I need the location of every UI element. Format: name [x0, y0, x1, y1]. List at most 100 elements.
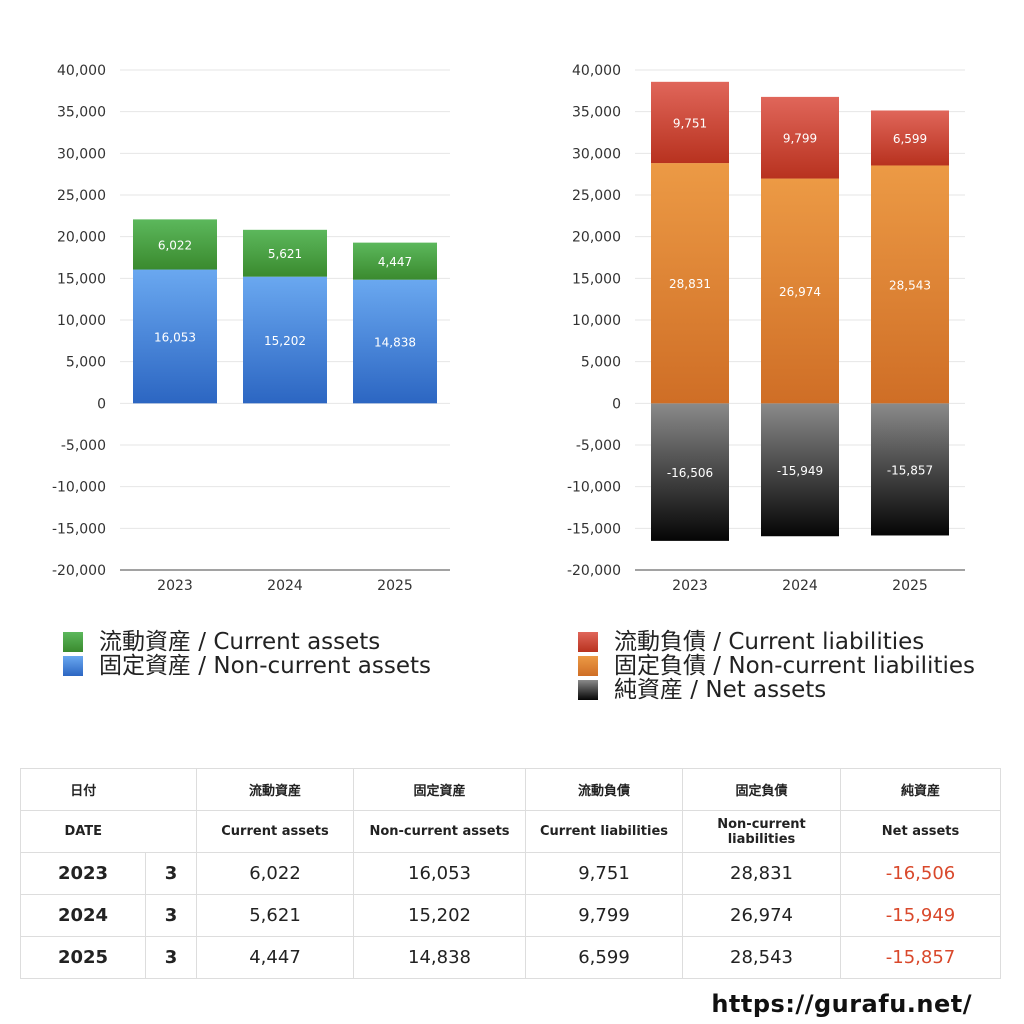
legend-item-current-assets: 流動資産 / Current assets	[63, 630, 431, 654]
cell-non-current-assets: 15,202	[353, 894, 526, 937]
header-current-assets-en: Current assets	[196, 810, 354, 853]
bar-value-label: 6,022	[158, 238, 192, 252]
x-tick-label: 2023	[672, 578, 708, 594]
cell-current-assets: 6,022	[196, 852, 354, 895]
legend-swatch-current-assets	[63, 632, 83, 652]
y-tick-label: 15,000	[572, 271, 621, 287]
y-tick-label: -5,000	[61, 438, 106, 454]
legend-liabilities: 流動負債 / Current liabilities 固定負債 / Non-cu…	[578, 630, 975, 702]
bar-segment	[871, 110, 949, 166]
y-tick-label: -20,000	[567, 563, 621, 579]
header-current-liabilities-jp: 流動負債	[525, 768, 683, 811]
y-tick-label: 35,000	[572, 105, 621, 121]
bar-segment	[761, 403, 839, 537]
legend-label: 純資産 / Net assets	[614, 677, 827, 703]
y-tick-label: 40,000	[572, 63, 621, 79]
row-year: 2023	[20, 852, 146, 895]
bar-value-label: -15,949	[777, 464, 823, 478]
y-tick-label: -15,000	[52, 521, 106, 537]
y-tick-label: 0	[612, 396, 621, 412]
bar-value-label: 4,447	[378, 255, 412, 269]
legend-item-non-current-liabilities: 固定負債 / Non-current liabilities	[578, 654, 975, 678]
bar-segment	[243, 276, 327, 404]
assets-chart: 40,000 35,000 30,000 25,000 20,000 15,000 10,0…	[52, 63, 450, 594]
legend-label: 固定資産 / Non-current assets	[99, 653, 432, 679]
bar-segment	[871, 165, 949, 404]
bar-segment	[651, 403, 729, 541]
y-tick-label: 10,000	[572, 313, 621, 329]
cell-current-liabilities: 9,751	[525, 852, 683, 895]
header-non-current-assets-jp: 固定資産	[353, 768, 526, 811]
header-non-current-assets-en: Non-current assets	[353, 810, 526, 853]
bar-segment	[651, 163, 729, 404]
y-tick-label: -10,000	[567, 480, 621, 496]
charts-canvas: 40,000 35,000 30,000 25,000 20,000 15,000 10,0…	[52, 63, 965, 594]
cell-current-liabilities: 6,599	[525, 936, 683, 979]
y-tick-label: -15,000	[567, 521, 621, 537]
cell-current-assets: 5,621	[196, 894, 354, 937]
y-tick-label: -20,000	[52, 563, 106, 579]
y-tick-label: 5,000	[66, 355, 106, 371]
y-tick-label: 25,000	[57, 188, 106, 204]
data-table: 日付 流動資産 固定資産 流動負債 固定負債 純資産 DATE Current …	[20, 768, 1001, 979]
cell-non-current-assets: 16,053	[353, 852, 526, 895]
bar-value-label: 6,599	[893, 132, 927, 146]
bar-segment	[761, 96, 839, 179]
header-non-current-liabilities-jp: 固定負債	[682, 768, 841, 811]
y-tick-label: 5,000	[581, 355, 621, 371]
bar-segment	[761, 178, 839, 404]
x-tick-label: 2025	[377, 578, 413, 594]
header-empty	[145, 768, 197, 811]
bar-segment	[243, 229, 327, 277]
y-tick-label: 10,000	[57, 313, 106, 329]
cell-non-current-assets: 14,838	[353, 936, 526, 979]
bar-value-label: 14,838	[374, 336, 416, 350]
cell-non-current-liabilities: 28,543	[682, 936, 841, 979]
header-net-assets-jp: 純資産	[840, 768, 1001, 811]
y-tick-label: 35,000	[57, 105, 106, 121]
y-tick-label: -10,000	[52, 480, 106, 496]
bar-segment	[353, 242, 437, 280]
header-net-assets-en: Net assets	[840, 810, 1001, 853]
bar-value-label: 9,751	[673, 116, 707, 130]
table-row: 2023 3 6,022 16,053 9,751 28,831 -16,506	[20, 852, 1001, 895]
row-year: 2024	[20, 894, 146, 937]
x-tick-label: 2024	[782, 578, 818, 594]
bar-segment	[651, 81, 729, 164]
header-non-current-liabilities-en: Non-current liabilities	[682, 810, 841, 853]
legend-label: 固定負債 / Non-current liabilities	[614, 653, 975, 679]
header-date-en: DATE	[20, 810, 146, 853]
y-tick-label: 20,000	[57, 230, 106, 246]
cell-net-assets: -16,506	[840, 852, 1001, 895]
cell-current-assets: 4,447	[196, 936, 354, 979]
legend-label: 流動負債 / Current liabilities	[614, 629, 925, 655]
header-current-assets-jp: 流動資産	[196, 768, 354, 811]
bar-value-label: -15,857	[887, 463, 933, 477]
header-empty	[145, 810, 197, 853]
bar-segment	[353, 279, 437, 404]
cell-current-liabilities: 9,799	[525, 894, 683, 937]
row-month: 3	[145, 936, 197, 979]
legend-item-current-liabilities: 流動負債 / Current liabilities	[578, 630, 975, 654]
row-month: 3	[145, 852, 197, 895]
bar-value-label: 26,974	[779, 285, 821, 299]
cell-net-assets: -15,949	[840, 894, 1001, 937]
legend-assets: 流動資産 / Current assets 固定資産 / Non-current…	[63, 630, 431, 678]
legend-swatch-net-assets	[578, 680, 598, 700]
legend-item-net-assets: 純資産 / Net assets	[578, 678, 975, 702]
bar-segment	[871, 403, 949, 536]
x-tick-label: 2025	[892, 578, 928, 594]
legend-swatch-non-current-assets	[63, 656, 83, 676]
header-date-jp: 日付	[20, 768, 146, 811]
y-tick-label: 30,000	[57, 146, 106, 162]
y-tick-label: 15,000	[57, 271, 106, 287]
table-header-row-jp: 日付 流動資産 固定資産 流動負債 固定負債 純資産	[20, 768, 1001, 811]
bar-segment	[133, 269, 217, 404]
legend-swatch-current-liabilities	[578, 632, 598, 652]
cell-net-assets: -15,857	[840, 936, 1001, 979]
x-tick-label: 2024	[267, 578, 303, 594]
y-tick-label: 25,000	[572, 188, 621, 204]
liabilities-chart: 40,000 35,000 30,000 25,000 20,000 15,000 10,0…	[567, 63, 965, 594]
x-tick-label: 2023	[157, 578, 193, 594]
row-year: 2025	[20, 936, 146, 979]
